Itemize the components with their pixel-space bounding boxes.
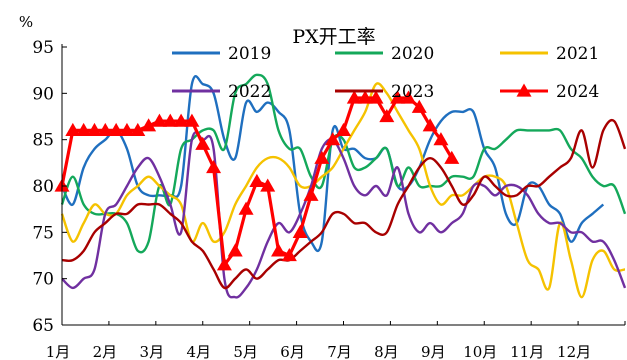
series-2024-point-5 — [108, 122, 124, 137]
x-tick-label-8: 8月 — [374, 343, 399, 360]
x-tick-label-5: 5月 — [233, 343, 258, 360]
series-2024-point-6 — [119, 122, 135, 137]
series-2024-point-27 — [346, 90, 362, 104]
series-2024-point-31 — [390, 90, 406, 104]
y-tick-label-65: 65 — [32, 316, 54, 336]
x-tick-label-2: 2月 — [93, 343, 118, 360]
series-2024-point-16 — [227, 243, 243, 257]
series-2024-point-22 — [292, 224, 308, 238]
series-2024-point-11 — [173, 113, 189, 127]
series-2022 — [61, 131, 627, 299]
x-tick-label-6: 6月 — [280, 343, 305, 360]
series-line-2023 — [61, 118, 627, 290]
y-tick-label-70: 70 — [32, 270, 54, 290]
legend-item-2024: 2024 — [500, 82, 599, 102]
series-2024-point-12 — [184, 113, 200, 127]
legend-label-2020: 2020 — [391, 44, 434, 64]
legend-marker-2024 — [516, 83, 532, 97]
x-tick-label-9: 9月 — [421, 343, 446, 360]
series-2024-point-24 — [314, 150, 330, 164]
x-tick-label-3: 3月 — [140, 343, 165, 360]
series-2024-point-1 — [65, 122, 81, 137]
series-2024-point-19 — [260, 178, 276, 192]
series-2024-point-10 — [162, 113, 178, 127]
series-2024-point-4 — [97, 122, 113, 137]
series-2021 — [60, 82, 626, 299]
series-2024-point-25 — [325, 132, 341, 146]
series-2024-point-14 — [206, 159, 222, 174]
x-tick-label-10: 10月 — [463, 343, 497, 360]
legend-label-2024: 2024 — [556, 82, 599, 102]
series-2024-point-23 — [303, 187, 319, 201]
y-tick-label-85: 85 — [32, 131, 54, 151]
series-2024-point-8 — [141, 118, 157, 132]
series-2024-point-18 — [249, 173, 265, 187]
x-tick-label-7: 7月 — [327, 343, 352, 360]
series-2024-point-26 — [336, 122, 351, 137]
x-tick-label-12: 12月 — [557, 343, 591, 360]
legend-label-2023: 2023 — [391, 82, 434, 102]
y-axis-unit-label: % — [19, 13, 33, 31]
legend-item-2019: 2019 — [172, 44, 271, 64]
series-layer — [54, 73, 627, 299]
x-tick-label-1: 1月 — [46, 343, 71, 360]
axes-layer: 65 70 75 80 85 90 95 1月 2月 3月 4月 5月 6月 7月 8月 9月 10月 11月 12… — [32, 38, 626, 360]
series-2019 — [60, 75, 605, 253]
chart-title: PX开工率 — [292, 26, 375, 48]
x-tick-label-4: 4月 — [186, 343, 211, 360]
series-2024-point-20 — [271, 243, 287, 257]
series-2024-point-7 — [130, 122, 146, 137]
y-tick-label-95: 95 — [32, 38, 54, 58]
series-2024-point-36 — [444, 150, 460, 164]
series-line-2021 — [60, 82, 626, 299]
series-2024-point-17 — [238, 201, 254, 215]
legend: 2019 2020 2021 2022 2023 2024 — [172, 44, 599, 102]
series-2024-point-34 — [422, 118, 438, 132]
series-2024-point-15 — [216, 257, 232, 271]
x-tick-label-11: 11月 — [510, 343, 544, 360]
series-line-2020 — [60, 73, 627, 254]
legend-item-2020: 2020 — [335, 44, 434, 64]
series-2024-point-28 — [357, 90, 373, 104]
series-2024-point-30 — [379, 109, 395, 123]
series-2024-point-9 — [151, 113, 167, 127]
series-2024 — [54, 90, 460, 271]
legend-label-2021: 2021 — [556, 44, 599, 64]
series-2024-point-21 — [281, 248, 297, 262]
series-2024-point-29 — [368, 90, 384, 104]
legend-item-2023: 2023 — [335, 82, 434, 102]
legend-label-2022: 2022 — [228, 82, 271, 102]
series-line-2022 — [61, 131, 627, 299]
series-line-2019 — [60, 75, 605, 253]
series-2024-point-35 — [433, 132, 449, 146]
y-tick-label-75: 75 — [32, 223, 54, 243]
legend-item-2022: 2022 — [172, 82, 271, 102]
series-2024-point-32 — [400, 90, 416, 104]
series-2024-point-2 — [76, 122, 92, 137]
series-2020 — [60, 73, 627, 254]
y-tick-label-80: 80 — [32, 177, 54, 197]
series-2024-point-13 — [195, 136, 211, 150]
series-2023 — [61, 118, 627, 290]
legend-item-2021: 2021 — [500, 44, 599, 64]
series-2024-point-33 — [411, 99, 427, 113]
legend-label-2019: 2019 — [228, 44, 271, 64]
series-2024-point-3 — [86, 122, 102, 137]
y-tick-label-90: 90 — [32, 84, 54, 104]
